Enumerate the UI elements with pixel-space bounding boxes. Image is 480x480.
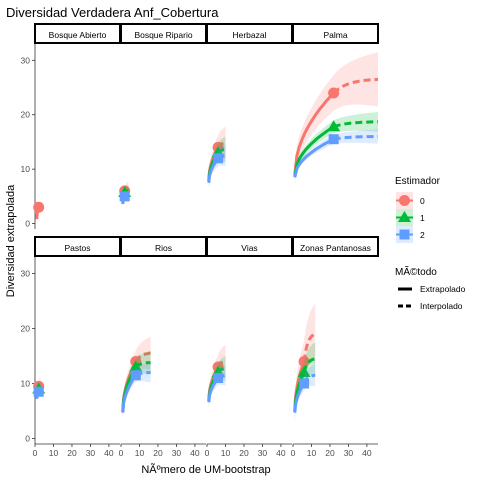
x-tick-label: 0 <box>119 448 124 458</box>
observed-point <box>328 87 340 99</box>
x-tick-label: 20 <box>153 448 163 458</box>
confidence-band <box>122 350 151 417</box>
legend-item-label: 0 <box>420 196 425 206</box>
extrapolation-line <box>302 357 316 373</box>
x-axis-label: NÃºmero de UM-bootstrap <box>141 463 270 476</box>
confidence-band <box>294 129 378 180</box>
x-tick-label: 10 <box>135 448 145 458</box>
facet-strip-label: Herbazal <box>232 30 266 40</box>
y-axis-label: Diversidad extrapolada <box>5 184 17 297</box>
extrapolation-line <box>333 135 378 141</box>
observed-point <box>327 120 341 132</box>
x-tick-label: 20 <box>67 448 77 458</box>
y-tick-label: 10 <box>21 379 31 389</box>
extrapolation-line <box>302 332 316 362</box>
legend-item-label: 1 <box>420 213 425 223</box>
legend-item-label: Interpolado <box>420 301 463 311</box>
x-tick-label: 30 <box>258 448 268 458</box>
confidence-band <box>294 52 378 185</box>
confidence-band <box>122 336 151 418</box>
observed-point <box>299 378 310 389</box>
facet-strip <box>292 23 379 44</box>
observed-point <box>129 360 143 372</box>
x-tick-label: 40 <box>362 448 372 458</box>
y-tick-label: 20 <box>21 110 31 120</box>
confidence-band <box>294 112 378 180</box>
extrapolation-line <box>332 77 379 94</box>
facet-strip-label: Bosque Ripario <box>134 30 192 40</box>
legend-title-estimador: Estimador <box>395 176 441 187</box>
y-tick-label: 30 <box>21 269 31 279</box>
x-tick-label: 10 <box>49 448 59 458</box>
legend-key-triangle <box>398 211 411 222</box>
observed-point <box>33 386 44 397</box>
y-tick-label: 0 <box>25 219 30 229</box>
x-tick-label: 30 <box>344 448 354 458</box>
observed-point <box>213 153 224 164</box>
x-tick-label: 10 <box>307 448 317 458</box>
facet-panel: Zonas Pantanosas 0 10 20 30 40 <box>291 236 379 458</box>
facet-strip-label: Rios <box>155 243 172 253</box>
observed-point <box>33 201 45 213</box>
facet-strip-label: Vias <box>241 243 257 253</box>
legend-item-label: Extrapolado <box>420 284 466 294</box>
y-tick-label: 10 <box>21 164 31 174</box>
confidence-band <box>122 362 151 417</box>
x-tick-label: 40 <box>104 448 114 458</box>
facet-strip-label: Palma <box>323 30 347 40</box>
y-tick-label: 30 <box>21 55 31 65</box>
legend-key-square <box>399 229 410 240</box>
legend-item-label: 2 <box>420 230 425 240</box>
x-tick-label: 20 <box>325 448 335 458</box>
legend-key-circle <box>399 195 410 206</box>
x-tick-label: 0 <box>33 448 38 458</box>
x-tick-label: 0 <box>291 448 296 458</box>
legend: Estimador 0 1 2 MÃ©todo Extrapolado Interpolad… <box>395 176 466 311</box>
facet-strip <box>292 236 379 257</box>
facet-strip-label: Zonas Pantanosas <box>300 243 371 253</box>
x-tick-label: 30 <box>172 448 182 458</box>
observed-point <box>297 366 311 377</box>
rarefaction-line <box>293 91 335 175</box>
chart-title: Diversidad Verdadera Anf_Cobertura <box>6 5 219 20</box>
facet-panel: Vias 0 10 20 30 40 <box>205 236 293 458</box>
legend-title-metodo: MÃ©todo <box>395 265 437 278</box>
extrapolation-line <box>333 120 378 129</box>
facet-strip-label: Pastos <box>65 243 91 253</box>
observed-point <box>213 373 224 383</box>
facet-panel: Palma <box>292 23 379 185</box>
x-tick-label: 30 <box>86 448 96 458</box>
observed-point <box>130 370 141 381</box>
x-tick-label: 40 <box>190 448 200 458</box>
x-tick-label: 0 <box>205 448 210 458</box>
facet-panels: Bosque Abierto 0 10 20 30 Bosque Ripario Herba… <box>21 23 379 458</box>
rarefaction-line <box>293 137 335 178</box>
facet-strip-label: Bosque Abierto <box>49 30 107 40</box>
observed-point <box>328 134 339 145</box>
facet-panel: Pastos 0 10 20 30 0 10 20 30 40 <box>21 236 121 458</box>
confidence-band <box>294 364 316 418</box>
x-tick-label: 10 <box>221 448 231 458</box>
y-tick-label: 0 <box>25 434 30 444</box>
observed-point <box>119 191 130 202</box>
facet-panel: Rios 0 10 20 30 40 <box>119 236 207 458</box>
observed-point <box>298 356 310 367</box>
y-tick-label: 20 <box>21 324 31 334</box>
facet-panel: Herbazal <box>206 23 293 188</box>
x-tick-label: 20 <box>239 448 249 458</box>
x-tick-label: 40 <box>276 448 286 458</box>
